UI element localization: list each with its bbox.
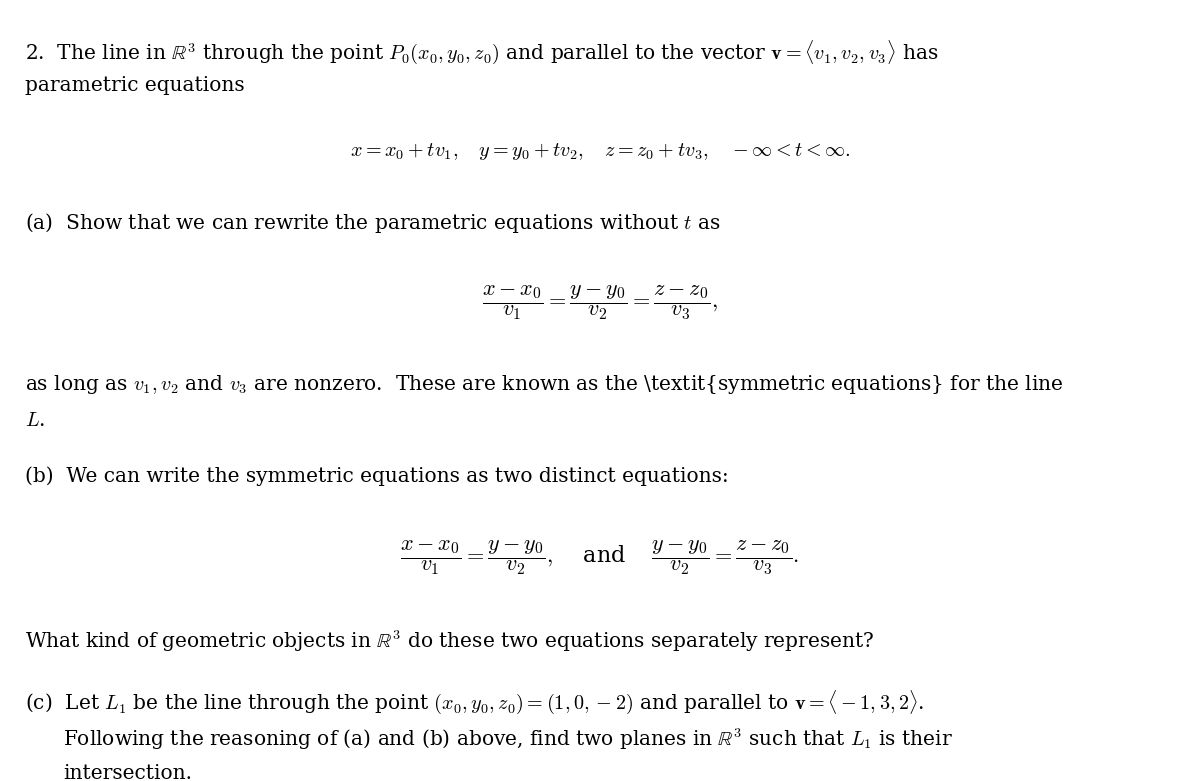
Text: (c)  Let $L_1$ be the line through the point $(x_0, y_0, z_0) = (1, 0, -2)$ and : (c) Let $L_1$ be the line through the po…: [25, 688, 924, 716]
Text: $\dfrac{x - x_0}{v_1} = \dfrac{y - y_0}{v_2} = \dfrac{z - z_0}{v_3},$: $\dfrac{x - x_0}{v_1} = \dfrac{y - y_0}{…: [482, 283, 718, 322]
Text: 2.  The line in $\mathbb{R}^3$ through the point $P_0(x_0, y_0, z_0)$ and parall: 2. The line in $\mathbb{R}^3$ through th…: [25, 38, 938, 66]
Text: parametric equations: parametric equations: [25, 76, 245, 95]
Text: intersection.: intersection.: [64, 764, 192, 781]
Text: $x = x_0 + tv_1, \quad y = y_0 + tv_2, \quad z = z_0 + tv_3, \quad -\infty < t <: $x = x_0 + tv_1, \quad y = y_0 + tv_2, \…: [349, 141, 851, 162]
Text: (b)  We can write the symmetric equations as two distinct equations:: (b) We can write the symmetric equations…: [25, 466, 728, 486]
Text: as long as $v_1, v_2$ and $v_3$ are nonzero.  These are known as the \textit{sym: as long as $v_1, v_2$ and $v_3$ are nonz…: [25, 373, 1063, 396]
Text: Following the reasoning of (a) and (b) above, find two planes in $\mathbb{R}^3$ : Following the reasoning of (a) and (b) a…: [64, 726, 953, 751]
Text: What kind of geometric objects in $\mathbb{R}^3$ do these two equations separate: What kind of geometric objects in $\math…: [25, 628, 875, 654]
Text: (a)  Show that we can rewrite the parametric equations without $t$ as: (a) Show that we can rewrite the paramet…: [25, 211, 721, 235]
Text: $\dfrac{x - x_0}{v_1} = \dfrac{y - y_0}{v_2},\quad$ and $\quad\dfrac{y - y_0}{v_: $\dfrac{x - x_0}{v_1} = \dfrac{y - y_0}{…: [401, 538, 799, 576]
Text: $L$.: $L$.: [25, 411, 46, 430]
